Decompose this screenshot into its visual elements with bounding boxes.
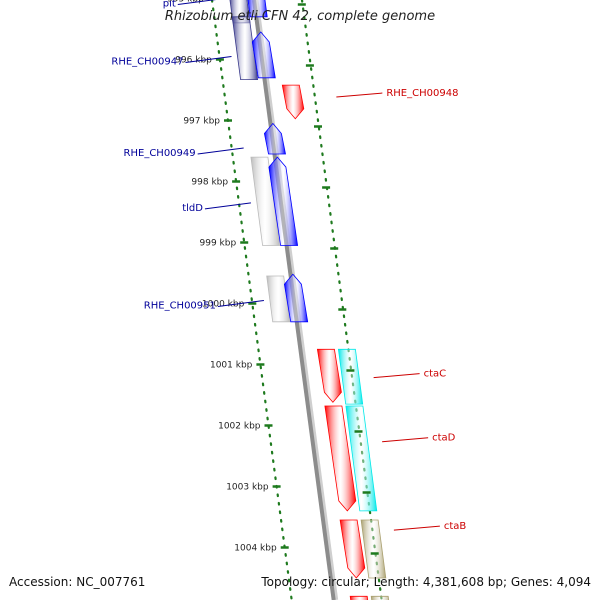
label-leader-2 — [336, 92, 383, 98]
gene-feature-10 — [316, 348, 342, 403]
tick-label-999: 999 kbp — [200, 239, 237, 249]
label-leader-8 — [393, 525, 440, 531]
gene-feature-16 — [349, 595, 369, 600]
gene-feature-4 — [281, 84, 305, 120]
gene-label-ctaD: ctaD — [432, 433, 456, 444]
gene-feature-12 — [324, 405, 357, 512]
label-leader-0 — [177, 0, 217, 5]
gene-feature-1 — [247, 0, 268, 18]
tick-label-997: 997 kbp — [183, 117, 220, 127]
gene-label-RHE_CH00948: RHE_CH00948 — [386, 88, 458, 99]
tick-label-1003: 1003 kbp — [226, 483, 269, 493]
map-title: Rhizobium etli CFN 42, complete genome — [164, 9, 436, 24]
gene-feature-17 — [370, 595, 390, 600]
label-leader-1 — [185, 55, 232, 63]
gene-label-RHE_CH00951: RHE_CH00951 — [144, 300, 216, 311]
right-guide-dots — [300, 0, 383, 600]
gene-label-ctaB: ctaB — [444, 521, 467, 532]
gene-feature-7 — [268, 156, 299, 246]
label-leader-6 — [373, 373, 420, 379]
gene-feature-3 — [251, 31, 276, 79]
label-leader-3 — [197, 147, 244, 155]
gene-feature-6 — [250, 156, 281, 246]
gene-label-tldD: tldD — [182, 203, 203, 214]
gene-label-RHE_CH00947: RHE_CH00947 — [111, 56, 183, 67]
gene-feature-13 — [345, 405, 378, 512]
gene-label-pit: pit — [163, 0, 176, 10]
gene-feature-11 — [337, 348, 364, 405]
tick-label-1001: 1001 kbp — [210, 361, 253, 371]
accession-text: Accession: NC_007761 — [9, 575, 146, 589]
gene-label-ctaC: ctaC — [424, 369, 447, 380]
gene-feature-5 — [263, 122, 286, 155]
tick-label-998: 998 kbp — [191, 178, 228, 188]
gene-label-RHE_CH00949: RHE_CH00949 — [124, 148, 196, 159]
gene-feature-9 — [283, 273, 309, 323]
summary-text: Topology: circular; Length: 4,381,608 bp… — [261, 575, 591, 589]
tick-label-996: 996 kbp — [175, 56, 212, 66]
tick-label-995: 995 kbp — [167, 0, 204, 5]
left-guide-dots — [210, 0, 293, 600]
tick-label-1000: 1000 kbp — [202, 300, 245, 310]
label-leader-7 — [382, 437, 429, 443]
gene-feature-14 — [339, 519, 366, 579]
gene-feature-2 — [231, 16, 259, 80]
gene-feature-15 — [360, 519, 387, 579]
tick-label-1002: 1002 kbp — [218, 422, 261, 432]
gene-feature-8 — [266, 275, 291, 323]
tick-label-1004: 1004 kbp — [234, 544, 277, 554]
label-leader-5 — [217, 299, 264, 307]
label-leader-4 — [204, 202, 252, 210]
